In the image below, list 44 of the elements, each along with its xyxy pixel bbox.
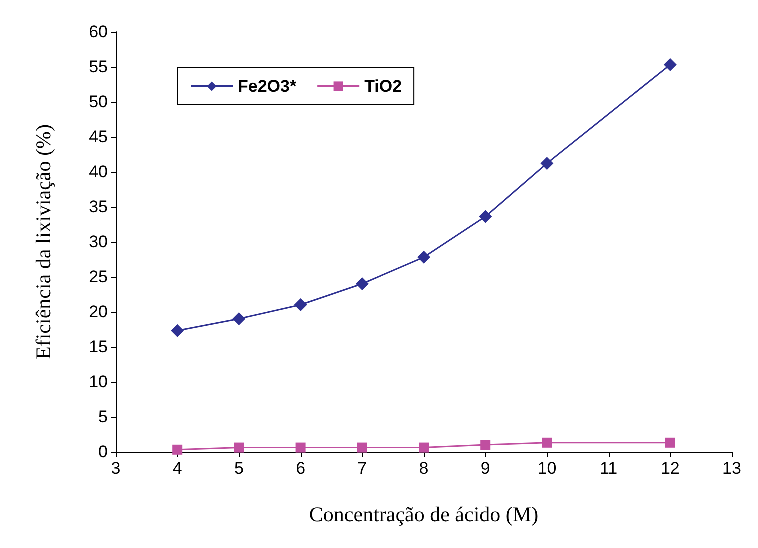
x-tick-label: 7 [358, 459, 368, 478]
point [418, 250, 430, 264]
y-axis-title: Eficiência da lixiviação (%) [32, 124, 56, 360]
point [419, 442, 429, 453]
x-tick-label: 11 [600, 459, 618, 478]
x-tick-label: 8 [419, 459, 429, 478]
point [234, 442, 244, 453]
x-tick-label: 3 [111, 459, 121, 478]
point [357, 442, 368, 453]
y-tick-label: 5 [98, 408, 108, 426]
y-tick-label: 15 [89, 338, 108, 356]
x-tick-label: 5 [234, 459, 244, 478]
point [542, 438, 552, 448]
x-tick-label: 12 [660, 459, 680, 478]
y-tick-label: 0 [98, 442, 108, 462]
point [296, 442, 306, 453]
x-tick-label: 6 [296, 459, 306, 478]
point [356, 278, 369, 290]
y-tick-label: 55 [89, 58, 108, 76]
y-tick-label: 50 [89, 92, 108, 112]
point [171, 324, 184, 338]
y-tick-label: 25 [89, 268, 108, 286]
point [665, 438, 676, 448]
point [540, 157, 554, 170]
y-tick-label: 30 [89, 232, 108, 252]
legend-label: Fe2O3* [238, 77, 297, 96]
legend-label: TiO2 [364, 77, 402, 96]
y-tick-label: 40 [89, 162, 108, 182]
point [479, 210, 492, 224]
x-tick-label: 9 [480, 459, 490, 478]
x-tick-label: 13 [722, 459, 742, 478]
y-tick-label: 60 [89, 22, 108, 42]
point [294, 298, 308, 312]
x-tick-label: 10 [538, 459, 557, 478]
y-tick-label: 10 [89, 372, 108, 392]
y-tick-label: 45 [89, 128, 108, 146]
x-tick-label: 4 [172, 459, 182, 478]
x-axis-title: Concentração de ácido (M) [309, 502, 539, 526]
point [232, 312, 246, 326]
point [480, 440, 491, 450]
y-tick-label: 20 [89, 302, 108, 322]
point [664, 58, 677, 72]
y-tick-label: 35 [89, 198, 108, 216]
point [172, 444, 183, 455]
